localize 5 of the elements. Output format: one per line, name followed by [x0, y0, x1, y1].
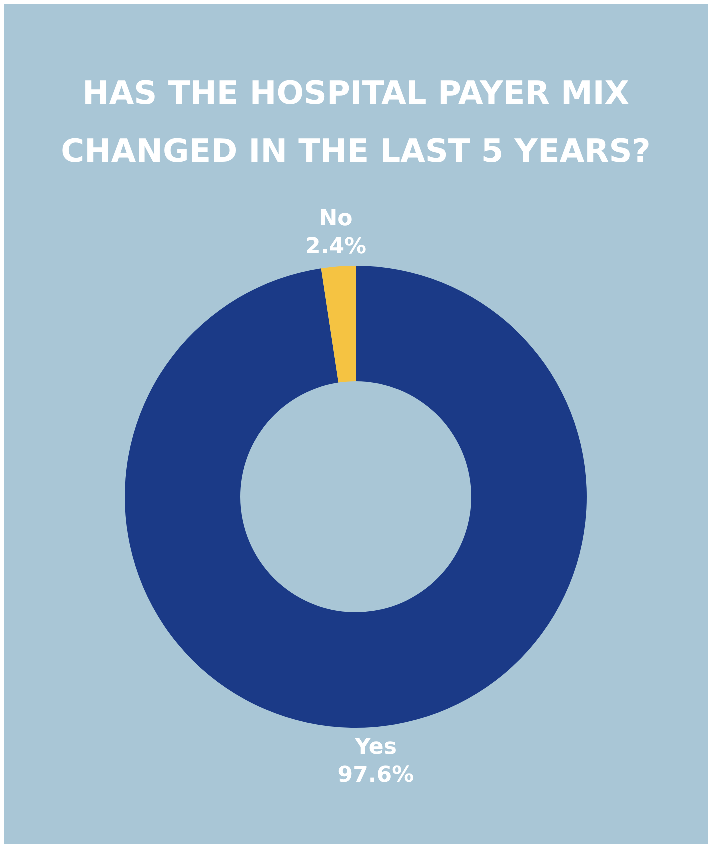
chart-title: HAS THE HOSPITAL PAYER MIX CHANGED IN THE LAST 5 YEARS? — [60, 73, 652, 172]
data-label: 97.6% — [338, 762, 414, 788]
slice-label: Yes — [354, 734, 397, 760]
data-label: 2.4% — [306, 234, 367, 260]
slice-label: No — [319, 206, 353, 232]
